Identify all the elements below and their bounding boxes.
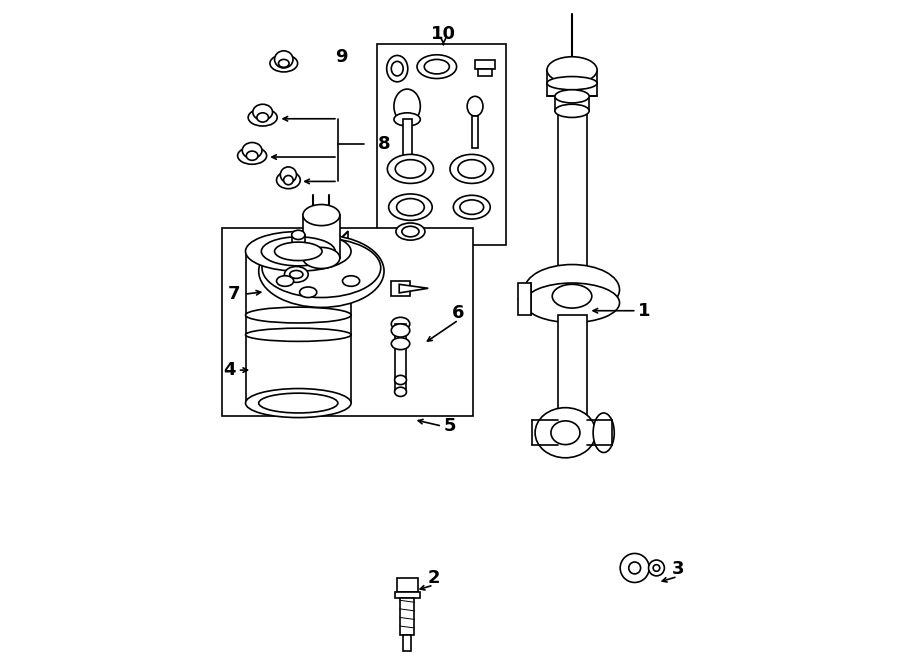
Bar (478, 69, 492, 76)
Bar (402, 120, 411, 156)
Ellipse shape (454, 195, 491, 219)
Ellipse shape (460, 200, 483, 214)
Ellipse shape (392, 317, 410, 330)
Ellipse shape (620, 553, 649, 582)
Ellipse shape (551, 421, 580, 445)
Bar (400, 598, 414, 635)
Ellipse shape (292, 230, 305, 239)
Ellipse shape (284, 266, 308, 282)
Bar (557, 111, 587, 276)
Text: 2: 2 (428, 569, 440, 587)
Ellipse shape (387, 155, 434, 183)
Bar (472, 116, 478, 148)
Ellipse shape (274, 51, 293, 68)
Bar (394, 330, 407, 380)
Text: 3: 3 (671, 561, 684, 578)
Text: 8: 8 (378, 136, 391, 153)
Ellipse shape (270, 55, 298, 72)
Ellipse shape (278, 59, 289, 67)
Ellipse shape (467, 97, 483, 116)
Ellipse shape (256, 113, 268, 122)
Ellipse shape (555, 90, 590, 103)
Ellipse shape (396, 223, 425, 240)
Text: 4: 4 (223, 361, 235, 379)
Ellipse shape (653, 564, 660, 571)
Ellipse shape (417, 55, 456, 79)
Ellipse shape (246, 307, 351, 323)
Ellipse shape (649, 560, 664, 576)
Bar (394, 324, 407, 330)
Ellipse shape (343, 276, 360, 286)
Ellipse shape (458, 160, 486, 178)
Ellipse shape (593, 413, 614, 453)
Bar (292, 235, 305, 254)
Ellipse shape (261, 237, 335, 266)
Ellipse shape (300, 287, 317, 297)
Text: 5: 5 (444, 417, 456, 435)
Bar (392, 281, 410, 295)
Ellipse shape (392, 61, 403, 76)
Ellipse shape (274, 242, 322, 260)
Ellipse shape (389, 194, 432, 220)
Ellipse shape (394, 387, 407, 397)
Ellipse shape (555, 104, 590, 118)
Ellipse shape (253, 104, 273, 120)
Ellipse shape (262, 238, 381, 297)
Ellipse shape (424, 59, 449, 74)
Ellipse shape (246, 389, 351, 418)
Bar (397, 578, 418, 592)
Text: 1: 1 (638, 301, 651, 320)
Bar (377, 44, 506, 245)
Bar (303, 215, 340, 258)
Bar (547, 70, 597, 97)
Text: 6: 6 (453, 303, 464, 322)
Text: 9: 9 (335, 48, 347, 65)
Bar (475, 60, 495, 69)
Ellipse shape (547, 57, 597, 83)
Ellipse shape (394, 113, 420, 126)
Ellipse shape (394, 375, 407, 385)
Ellipse shape (525, 264, 619, 315)
Ellipse shape (387, 56, 408, 82)
Ellipse shape (525, 283, 619, 323)
Ellipse shape (284, 175, 293, 184)
Ellipse shape (303, 247, 340, 268)
Ellipse shape (303, 204, 340, 225)
Bar (222, 228, 473, 416)
Polygon shape (400, 284, 428, 293)
Ellipse shape (248, 109, 277, 126)
Text: 10: 10 (431, 24, 456, 43)
Ellipse shape (247, 151, 258, 161)
Ellipse shape (246, 329, 351, 341)
Ellipse shape (238, 147, 266, 165)
Ellipse shape (397, 198, 424, 215)
Ellipse shape (392, 324, 410, 337)
Bar (394, 592, 419, 598)
Bar (518, 283, 531, 315)
Ellipse shape (536, 408, 596, 458)
Bar (555, 97, 590, 111)
Bar (403, 635, 411, 651)
Ellipse shape (258, 235, 384, 307)
Ellipse shape (553, 284, 592, 308)
Ellipse shape (394, 89, 420, 124)
Ellipse shape (392, 338, 410, 350)
Ellipse shape (290, 270, 303, 278)
Ellipse shape (246, 231, 351, 271)
Ellipse shape (276, 276, 293, 286)
Text: 7: 7 (228, 285, 240, 303)
Ellipse shape (280, 167, 296, 182)
Ellipse shape (547, 77, 597, 90)
Ellipse shape (242, 143, 262, 159)
Ellipse shape (276, 172, 301, 188)
Ellipse shape (258, 393, 338, 413)
Ellipse shape (401, 226, 419, 237)
Bar (557, 315, 587, 420)
Ellipse shape (629, 562, 641, 574)
Ellipse shape (395, 160, 426, 178)
Ellipse shape (450, 155, 493, 183)
Bar (394, 380, 407, 392)
